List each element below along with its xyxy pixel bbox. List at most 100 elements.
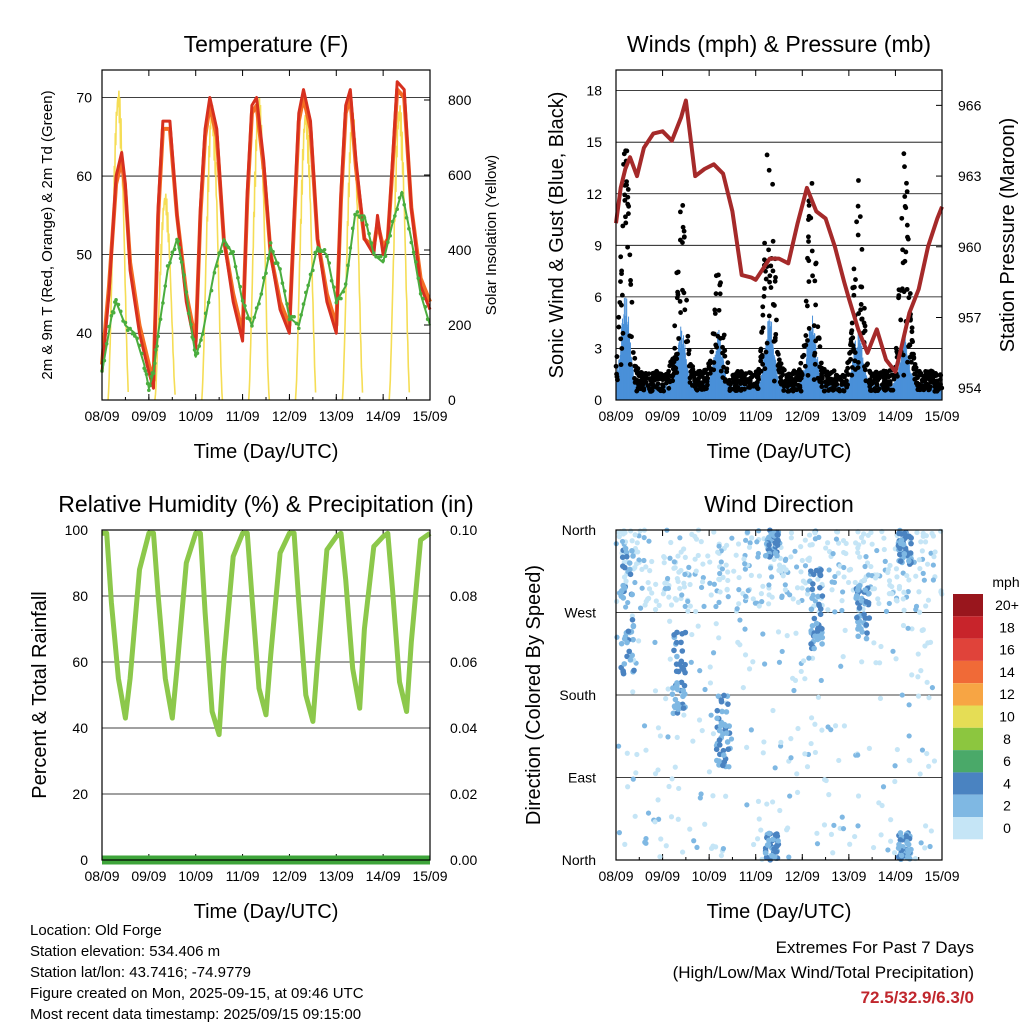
- wind-direction-point: [809, 655, 816, 661]
- wind-direction-point: [736, 601, 742, 607]
- wind-direction-point: [885, 847, 891, 853]
- gust-point: [680, 224, 686, 230]
- gust-point: [831, 368, 837, 374]
- wind-direction-point: [853, 592, 860, 599]
- wind-direction-point: [619, 563, 626, 569]
- gust-point: [848, 336, 854, 342]
- gust-point: [713, 342, 719, 348]
- dewpoint-point: [240, 298, 245, 303]
- wind-direction-point: [770, 707, 776, 714]
- dewpoint-point: [155, 344, 159, 348]
- dewpoint-point: [111, 310, 116, 315]
- wind-direction-point: [906, 577, 912, 583]
- wind-direction-point: [621, 661, 628, 667]
- wind-direction-point: [713, 621, 719, 627]
- wind-direction-point: [794, 789, 801, 796]
- panel-temperature: Temperature (F) 08/09 09/09 10/09 11/09 12/09…: [39, 31, 500, 463]
- wind-direction-point: [755, 550, 762, 557]
- dewpoint-point: [168, 261, 172, 265]
- gust-point: [706, 361, 711, 367]
- gust-point: [620, 330, 626, 336]
- colorbar-swatch: [953, 750, 983, 773]
- dewpoint-point: [144, 372, 149, 377]
- dewpoint-point: [118, 309, 123, 314]
- gust-point: [760, 361, 766, 367]
- wind-direction-point: [717, 589, 723, 595]
- wind-direction-point: [818, 567, 824, 573]
- gust-point: [771, 338, 777, 344]
- dewpoint-point: [163, 284, 168, 288]
- dewpoint-point: [343, 282, 348, 286]
- gust-point: [810, 273, 815, 279]
- wind-direction-point: [772, 832, 779, 838]
- wind-direction-point: [714, 715, 720, 722]
- gust-point: [696, 380, 702, 385]
- gust-point: [805, 255, 810, 261]
- wind-direction-point: [675, 578, 681, 585]
- wind-direction-point: [636, 557, 642, 563]
- wind-direction-point: [682, 629, 689, 636]
- x-tick-label: 14/09: [878, 408, 913, 424]
- wind-direction-point: [889, 591, 895, 597]
- wind-direction-point: [839, 598, 845, 604]
- wind-direction-point: [723, 793, 729, 799]
- wind-direction-point: [652, 639, 658, 645]
- wind-direction-point: [863, 622, 870, 628]
- wind-direction-point: [626, 560, 633, 566]
- wind-direction-point: [673, 668, 680, 675]
- wind-direction-point: [799, 557, 805, 564]
- wind-direction-point: [672, 595, 678, 602]
- wind-direction-point: [798, 668, 804, 675]
- x-tick-label: 10/09: [692, 408, 727, 424]
- wind-direction-point: [809, 586, 816, 593]
- gust-point: [805, 372, 811, 378]
- gust-point: [781, 367, 787, 373]
- wind-direction-point: [804, 591, 811, 597]
- wind-direction-point: [877, 660, 883, 666]
- gust-point: [619, 346, 625, 351]
- wind-direction-point: [663, 696, 669, 702]
- dewpoint-point: [123, 320, 128, 325]
- dewpoint-point: [236, 276, 240, 280]
- wind-direction-point: [779, 648, 785, 655]
- wind-direction-point: [930, 533, 936, 539]
- wind-direction-point: [777, 563, 783, 569]
- wind-direction-point: [906, 733, 912, 739]
- gust-point: [817, 344, 823, 350]
- gust-point: [625, 187, 631, 192]
- gust-point: [618, 362, 624, 368]
- gust-point: [770, 181, 776, 187]
- gust-point: [778, 361, 784, 367]
- wind-direction-point: [639, 566, 645, 573]
- gust-point: [768, 285, 774, 290]
- dewpoint-point: [199, 338, 203, 342]
- wind-direction-point: [737, 617, 743, 623]
- wind-direction-point: [785, 825, 791, 831]
- gust-point: [859, 246, 865, 252]
- gust-point: [908, 359, 914, 365]
- wind-direction-point: [696, 717, 703, 723]
- wind-direction-point: [855, 633, 862, 640]
- gust-point: [914, 369, 920, 375]
- wind-direction-point: [841, 723, 848, 729]
- wind-direction-point: [931, 758, 938, 764]
- y-tick-label: 40: [72, 720, 88, 736]
- wind-direction-point: [772, 550, 779, 556]
- wind-direction-point: [674, 686, 681, 693]
- wind-direction-point: [924, 561, 931, 567]
- wind-direction-point: [644, 596, 651, 602]
- y-tick-label: 60: [72, 654, 88, 670]
- wind-direction-point: [832, 609, 838, 615]
- wind-direction-point: [861, 611, 867, 618]
- wind-direction-point: [649, 590, 655, 596]
- wind-direction-point: [658, 836, 664, 842]
- dewpoint-point: [264, 271, 268, 275]
- wind-direction-point: [825, 607, 831, 613]
- x-tick-label: 08/09: [598, 408, 633, 424]
- wind-direction-point: [915, 651, 921, 657]
- wind-direction-point: [841, 564, 847, 571]
- wind-direction-point: [695, 552, 701, 559]
- gust-point: [851, 346, 857, 352]
- wind-direction-point: [883, 608, 890, 614]
- colorbar-swatch: [953, 660, 983, 684]
